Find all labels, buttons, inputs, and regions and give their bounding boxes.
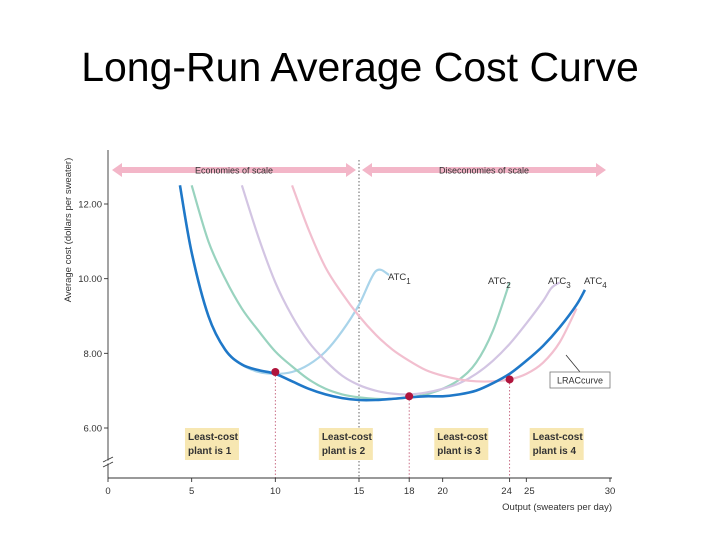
y-axis-break-gap — [106, 460, 110, 464]
x-tick-label: 30 — [605, 486, 616, 497]
y-axis-label: Average cost (dollars per sweater) — [63, 158, 74, 303]
least-cost-point-1 — [271, 368, 280, 376]
x-tick-label: 10 — [270, 486, 281, 497]
least-cost-point-2 — [405, 392, 414, 401]
x-tick-label: 5 — [189, 486, 194, 497]
least-cost-box-1 — [184, 428, 239, 460]
lrac-label: LRACcurve — [557, 376, 603, 386]
y-axis-break-1 — [102, 456, 114, 463]
curves — [178, 184, 587, 402]
axes: 6.00 8.00 10.00 12.00 0 5 10 15 18 20 24 25 30 — [78, 150, 615, 497]
y-tick-label: 8.00 — [84, 349, 103, 360]
lrac-label-box — [549, 371, 611, 389]
atc-label-3: ATC3 — [548, 276, 571, 290]
y-axis-break-2 — [102, 461, 114, 468]
least-cost-box-line2: plant is 4 — [533, 446, 577, 457]
x-tick-label: 20 — [437, 486, 448, 497]
lrac-curve-line — [178, 185, 587, 402]
slide-title: Long-Run Average Cost Curve — [81, 44, 639, 90]
least-cost-box-line2: plant is 1 — [188, 446, 232, 457]
atc-label-4: ATC4 — [584, 276, 607, 290]
least-cost-box-line1: Least-cost — [188, 432, 239, 443]
least-cost-point-3 — [505, 375, 514, 384]
least-cost-box-3 — [434, 428, 489, 460]
least-cost-boxes: Least-cost plant is 1 Least-cost plant is 2… — [184, 428, 584, 460]
lrac-callout: LRACcurve — [549, 354, 611, 389]
scale-band-label-1: Economies of scale — [195, 166, 273, 176]
atc-label-1: ATC1 — [388, 272, 411, 286]
y-tick-label: 10.00 — [78, 274, 102, 285]
least-cost-box-line1: Least-cost — [322, 432, 373, 443]
scale-band-label-2: Diseconomies of scale — [439, 166, 529, 176]
x-tick-label: 24 — [501, 486, 512, 497]
x-tick-label: 0 — [105, 486, 110, 497]
atc-label-2: ATC2 — [488, 276, 511, 290]
scale-band-arrow-1 — [112, 163, 356, 177]
x-tick-label: 25 — [524, 486, 535, 497]
x-tick-label: 18 — [404, 486, 415, 497]
x-tick-label: 15 — [354, 486, 365, 497]
least-cost-box-line1: Least-cost — [533, 432, 584, 443]
least-cost-box-line2: plant is 2 — [322, 446, 366, 457]
least-cost-points — [271, 368, 514, 401]
atc-curve-4 — [291, 184, 578, 383]
reference-lines — [274, 160, 511, 478]
atc-curve-1 — [178, 185, 390, 375]
scale-bands: Economies of scale Diseconomies of scale — [112, 163, 606, 177]
y-tick-label: 12.00 — [78, 200, 102, 211]
x-axis-label: Output (sweaters per day) — [502, 502, 612, 513]
scale-band-arrow-2 — [362, 163, 606, 177]
least-cost-box-line1: Least-cost — [437, 432, 488, 443]
lrac-pointer-line — [565, 354, 581, 373]
atc-curve-2 — [190, 185, 511, 401]
y-tick-label: 6.00 — [84, 424, 103, 435]
least-cost-box-2 — [318, 428, 373, 460]
least-cost-box-4 — [529, 428, 584, 460]
curve-labels: ATC1 ATC2 ATC3 ATC4 — [388, 272, 607, 290]
least-cost-box-line2: plant is 3 — [437, 446, 481, 457]
